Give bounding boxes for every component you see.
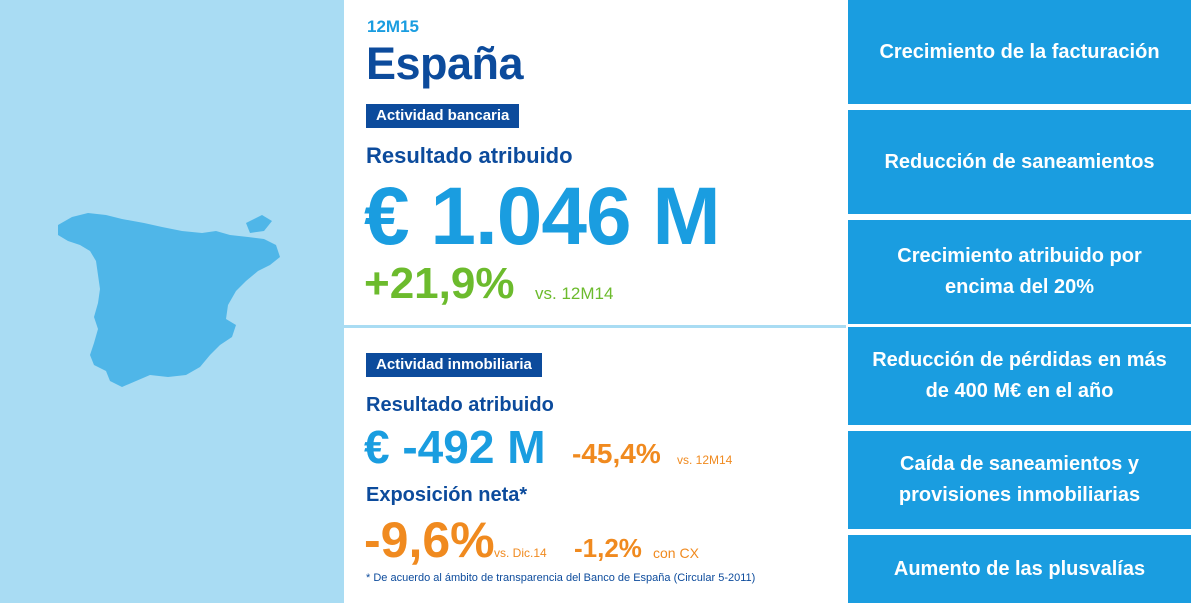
net-exposure-reference: vs. Dic.14 bbox=[494, 546, 547, 560]
highlights-panel: Crecimiento de la facturación Reducción … bbox=[846, 0, 1191, 603]
real-estate-activity-tag: Actividad inmobiliaria bbox=[366, 353, 542, 377]
highlight-box: Reducción de saneamientos bbox=[848, 110, 1191, 214]
section-divider bbox=[344, 325, 846, 328]
highlight-box: Caída de saneamientos y provisiones inmo… bbox=[848, 431, 1191, 529]
real-estate-result-value: € -492 M bbox=[364, 421, 546, 473]
real-estate-result-delta: -45,4% bbox=[572, 438, 661, 469]
cx-reference: con CX bbox=[653, 545, 699, 561]
banking-result-delta: +21,9% bbox=[364, 259, 515, 308]
net-exposure-label: Exposición neta* bbox=[366, 484, 528, 506]
cx-delta: -1,2% bbox=[574, 533, 642, 563]
left-panel bbox=[0, 0, 344, 603]
banking-result-label: Resultado atribuido bbox=[366, 143, 573, 168]
banking-activity-tag: Actividad bancaria bbox=[366, 104, 520, 128]
highlight-box: Crecimiento atribuido por encima del 20% bbox=[848, 220, 1191, 324]
real-estate-delta-reference: vs. 12M14 bbox=[677, 453, 733, 467]
highlight-box: Aumento de las plusvalías bbox=[848, 535, 1191, 603]
net-exposure-delta: -9,6% bbox=[364, 512, 495, 568]
highlight-box: Crecimiento de la facturación bbox=[848, 0, 1191, 104]
spain-results-panel: 12M15 España Actividad bancaria Resultad… bbox=[344, 0, 846, 603]
spain-map-icon bbox=[58, 213, 280, 387]
highlight-box: Reducción de pérdidas en más de 400 M€ e… bbox=[848, 327, 1191, 425]
banking-delta-reference: vs. 12M14 bbox=[535, 284, 614, 303]
period-label: 12M15 bbox=[367, 17, 419, 36]
country-title: España bbox=[366, 38, 524, 89]
real-estate-result-label: Resultado atribuido bbox=[366, 394, 554, 416]
banking-result-value: € 1.046 M bbox=[364, 171, 721, 262]
footnote: * De acuerdo al ámbito de transparencia … bbox=[366, 572, 756, 584]
